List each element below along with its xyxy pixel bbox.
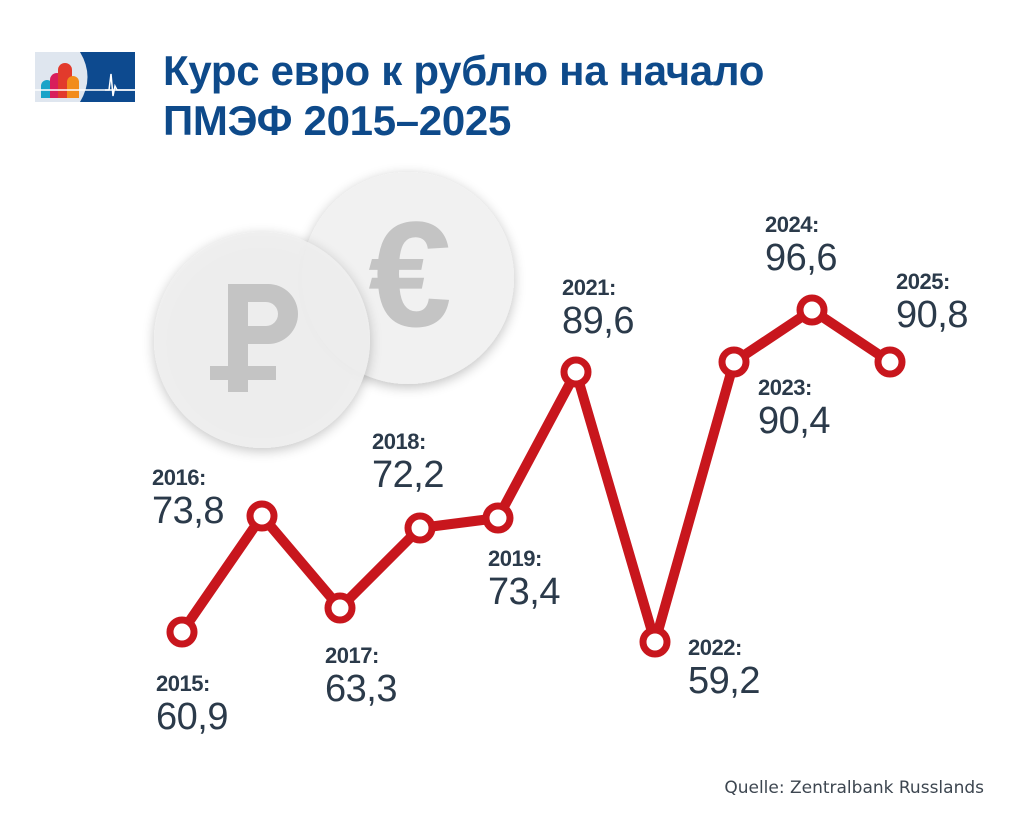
label-year: 2021: (562, 275, 616, 300)
data-point-2016 (246, 500, 278, 532)
label-year: 2015: (156, 671, 210, 696)
data-point-2024 (796, 294, 828, 326)
label-2018: 2018: 72,2 (372, 429, 444, 497)
data-point-2023 (718, 346, 750, 378)
data-point-2022 (639, 626, 671, 658)
label-value: 90,4 (758, 400, 830, 442)
label-year: 2017: (325, 643, 379, 668)
label-2017: 2017: 63,3 (325, 643, 397, 711)
data-point-2019 (482, 502, 514, 534)
label-2016: 2016: 73,8 (152, 465, 224, 533)
data-point-2021 (560, 356, 592, 388)
data-point-2015 (166, 616, 198, 648)
label-year: 2016: (152, 465, 206, 490)
label-2024: 2024: 96,6 (765, 212, 837, 280)
label-2019: 2019: 73,4 (488, 546, 560, 614)
label-value: 59,2 (688, 660, 760, 702)
source-note: Quelle: Zentralbank Russlands (724, 778, 984, 798)
label-value: 72,2 (372, 454, 444, 496)
label-year: 2019: (488, 546, 542, 571)
label-2025: 2025: 90,8 (896, 269, 968, 337)
page-title: Курс евро к рублю на начало ПМЭФ 2015–20… (163, 46, 764, 146)
label-year: 2024: (765, 212, 819, 237)
label-value: 60,9 (156, 696, 228, 738)
spief-logo-icon (35, 52, 135, 102)
label-2021: 2021: 89,6 (562, 275, 634, 343)
label-2022: 2022: 59,2 (688, 635, 760, 703)
label-value: 73,8 (152, 490, 224, 532)
title-line-1: Курс евро к рублю на начало (163, 47, 765, 94)
label-year: 2022: (688, 635, 742, 660)
label-value: 96,6 (765, 237, 837, 279)
label-value: 73,4 (488, 571, 560, 613)
title-line-2: ПМЭФ 2015–2025 (163, 97, 512, 144)
data-point-2025 (874, 346, 906, 378)
label-year: 2025: (896, 269, 950, 294)
label-2023: 2023: 90,4 (758, 375, 830, 443)
rate-line (177, 305, 895, 647)
label-2015: 2015: 60,9 (156, 671, 228, 739)
label-year: 2018: (372, 429, 426, 454)
svg-text:€: € (368, 190, 451, 358)
label-value: 90,8 (896, 294, 968, 336)
data-point-2018 (404, 512, 436, 544)
label-value: 89,6 (562, 300, 634, 342)
data-point-2017 (324, 592, 356, 624)
label-value: 63,3 (325, 668, 397, 710)
ruble-coin-icon (154, 232, 370, 448)
label-year: 2023: (758, 375, 812, 400)
